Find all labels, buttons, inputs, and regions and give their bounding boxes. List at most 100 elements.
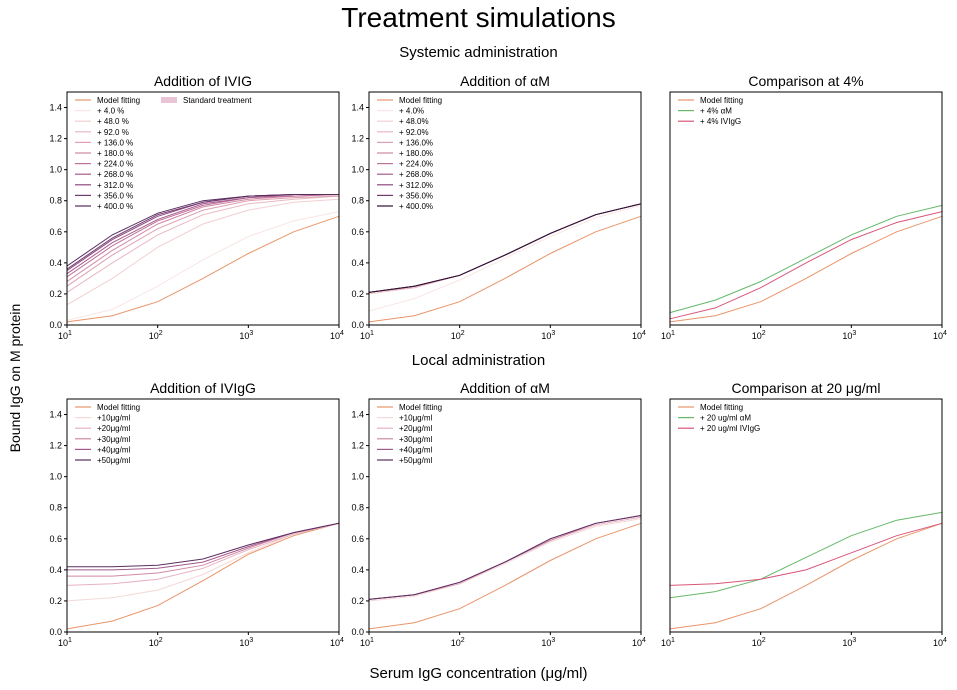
series-line [669, 511, 943, 599]
series-line [368, 204, 642, 312]
series-line [669, 522, 943, 630]
legend-label: + 180.0 % [97, 149, 133, 158]
series-line [368, 203, 642, 293]
x-tick-label: 101 [58, 330, 72, 341]
series-line [66, 211, 340, 321]
legend-label: + 48.0% [399, 117, 429, 126]
series-line [368, 203, 642, 293]
legend-label: + 224.0% [399, 160, 433, 169]
panel-title: Addition of αM [460, 380, 550, 396]
y-tick-label: 0.8 [49, 503, 62, 513]
y-tick-label: 1.2 [49, 441, 62, 451]
plot-frame [368, 398, 642, 633]
legend-label: Model fitting [700, 403, 743, 412]
x-tick-label: 101 [360, 637, 374, 648]
y-tick-label: 0.4 [351, 565, 364, 575]
legend-label: +40μg/ml [399, 445, 433, 454]
y-tick-label: 1.0 [49, 472, 62, 482]
legend-label: + 224.0 % [97, 160, 133, 169]
legend-label: + 4% αM [700, 107, 732, 116]
y-tick-label: 1.2 [351, 134, 364, 144]
legend-label: + 92.0 % [97, 128, 129, 137]
legend-label: + 4% IVIgG [700, 117, 741, 126]
legend-label: Model fitting [700, 96, 743, 105]
plot-frame [66, 91, 340, 326]
legend-label: + 356.0% [399, 191, 433, 200]
legend-label: +50μg/ml [399, 456, 433, 465]
y-tick-label: 0.4 [351, 258, 364, 268]
section-title-local: Local administration [411, 352, 546, 369]
y-tick-label: 1.4 [351, 103, 364, 113]
x-tick-label: 101 [661, 637, 675, 648]
series-line [66, 522, 340, 586]
series-line [67, 522, 340, 571]
legend-label: Model fitting [97, 403, 140, 412]
series-line [66, 194, 340, 278]
legend-label: + 180.0% [399, 149, 433, 158]
series-line [669, 204, 943, 314]
x-tick-label: 102 [451, 330, 465, 341]
legend-label: + 356.0 % [97, 191, 133, 200]
x-tick-label: 103 [239, 637, 253, 648]
series-line [669, 522, 943, 586]
x-tick-label: 103 [541, 637, 555, 648]
x-tick-label: 102 [149, 330, 163, 341]
section-title-systemic: Systemic administration [399, 44, 558, 61]
series-line [368, 203, 642, 293]
series-line [368, 203, 642, 293]
series-line [368, 515, 642, 600]
x-tick-label: 104 [330, 637, 344, 648]
legend-label: +20μg/ml [97, 424, 131, 433]
series-line [368, 203, 642, 293]
y-tick-label: 1.2 [351, 441, 364, 451]
x-tick-label: 101 [58, 637, 72, 648]
series-line [368, 515, 642, 600]
x-tick-label: 101 [360, 330, 374, 341]
y-tick-label: 1.0 [351, 472, 364, 482]
plot-frame [66, 398, 340, 633]
y-tick-label: 1.0 [351, 165, 364, 175]
y-tick-label: 0.8 [49, 196, 62, 206]
series-line [66, 195, 340, 293]
legend-label: + 312.0 % [97, 181, 133, 190]
x-tick-label: 104 [933, 637, 947, 648]
x-tick-label: 102 [451, 637, 465, 648]
legend-label: + 4.0 % [97, 107, 124, 116]
plot-frame [368, 91, 642, 326]
x-tick-label: 102 [149, 637, 163, 648]
y-tick-label: 0.6 [49, 227, 62, 237]
y-tick-label: 0.6 [351, 227, 364, 237]
series-line [669, 211, 943, 320]
x-tick-label: 102 [752, 637, 766, 648]
series-line [66, 195, 340, 287]
y-tick-label: 0.8 [351, 503, 364, 513]
legend-label: + 20 ug/ml IVIgG [700, 424, 760, 433]
y-tick-label: 1.0 [49, 165, 62, 175]
legend-label: +20μg/ml [399, 424, 433, 433]
y-tick-label: 1.2 [49, 134, 62, 144]
legend-label: +40μg/ml [97, 445, 131, 454]
y-tick-label: 0.4 [49, 565, 62, 575]
legend-label: Model fitting [97, 96, 140, 105]
plot-frame [669, 91, 943, 326]
legend-label: +30μg/ml [97, 435, 131, 444]
series-line [66, 194, 339, 267]
x-tick-label: 104 [330, 330, 344, 341]
x-tick-label: 103 [541, 330, 555, 341]
x-tick-label: 101 [661, 330, 675, 341]
series-line [669, 215, 943, 323]
panel-title: Addition of IVIgG [150, 380, 256, 396]
y-tick-label: 1.4 [49, 410, 62, 420]
legend-label: + 136.0 % [97, 138, 133, 147]
legend-label: + 4.0% [399, 107, 424, 116]
series-line [66, 522, 340, 630]
y-tick-label: 0.0 [49, 627, 62, 637]
panel-5: Addition of αM 101 102 103 104 0.0 0.2 0.4 0.6 0.… [351, 380, 646, 648]
series-line [368, 203, 642, 293]
x-axis-label: Serum IgG concentration (μg/ml) [369, 665, 588, 682]
x-tick-label: 103 [239, 330, 253, 341]
legend-label: +30μg/ml [399, 435, 433, 444]
legend-label: + 268.0 % [97, 170, 133, 179]
x-tick-label: 104 [933, 330, 947, 341]
